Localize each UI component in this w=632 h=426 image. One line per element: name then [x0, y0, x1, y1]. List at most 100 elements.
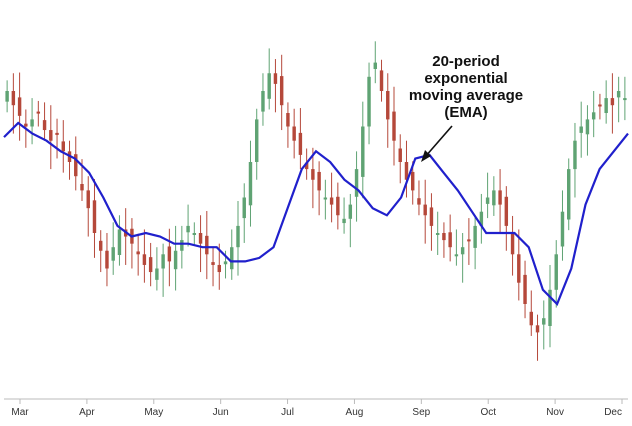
candle-body	[573, 140, 577, 170]
candle-body	[554, 254, 558, 290]
candle-body	[24, 123, 28, 127]
candle-body	[161, 254, 165, 269]
candle-body	[504, 196, 509, 226]
candle-body	[479, 211, 484, 226]
ema-annotation: 20-period exponential moving average (EM…	[409, 53, 523, 162]
annotation-line-2: exponential	[424, 70, 507, 87]
candle-body	[373, 62, 377, 69]
candle-body	[323, 197, 328, 200]
candle-body	[80, 184, 84, 191]
candle-body	[205, 235, 209, 255]
candle-body	[30, 119, 34, 127]
ema-line	[3, 121, 629, 306]
candle-body	[5, 91, 9, 102]
candle-body	[616, 91, 621, 98]
x-tick-label: Apr	[79, 407, 95, 418]
candle-body	[392, 111, 396, 141]
candle-body	[242, 197, 246, 219]
candle-body	[304, 162, 309, 170]
candle-body	[354, 169, 359, 197]
candle-body	[192, 233, 197, 235]
candle-body	[492, 190, 496, 206]
candle-body	[454, 254, 459, 257]
annotation-line-4: (EMA)	[444, 104, 487, 121]
candle-body	[423, 204, 427, 216]
candle-body	[261, 91, 265, 112]
candle-body	[186, 225, 190, 233]
candle-body	[523, 274, 527, 304]
annotation-line-1: 20-period	[432, 53, 500, 70]
candle-body	[510, 233, 515, 255]
candle-body	[579, 126, 583, 133]
candle-body	[42, 120, 47, 131]
candle-body	[329, 197, 334, 205]
candle-body	[535, 325, 540, 333]
x-axis-ticks: Mar Apr May Jun Jul Aug Sep Oct Nov Dec	[11, 399, 623, 418]
candle-body	[485, 197, 490, 204]
candle-body	[591, 112, 596, 120]
candle-body	[173, 250, 178, 270]
candle-body	[17, 97, 22, 116]
candle-body	[467, 239, 471, 242]
candle-body	[404, 162, 409, 180]
candle-body	[623, 98, 627, 101]
candle-body	[248, 162, 253, 206]
candle-body	[86, 190, 90, 209]
annotation-arrow-head	[421, 150, 431, 162]
candle-body	[217, 264, 221, 273]
candle-body	[585, 119, 590, 135]
candle-body	[435, 233, 440, 235]
x-tick-label: Dec	[604, 407, 622, 418]
x-tick-label: Oct	[480, 407, 496, 418]
candle-body	[279, 76, 284, 106]
candle-body	[548, 289, 552, 327]
candle-body	[111, 247, 115, 261]
x-tick-label: May	[144, 407, 163, 418]
candle-body	[136, 251, 140, 255]
candle-body	[361, 126, 365, 177]
candle-body	[223, 261, 228, 265]
candle-body	[74, 154, 78, 177]
candle-body	[386, 91, 390, 120]
candle-body	[236, 225, 240, 248]
candle-body	[442, 233, 446, 241]
candle-body	[11, 91, 16, 106]
candle-body	[55, 132, 59, 135]
candle-body	[267, 73, 271, 99]
x-tick-label: Aug	[346, 407, 364, 418]
candle-body	[542, 318, 546, 325]
candle-body	[529, 311, 533, 326]
candle-body	[155, 268, 159, 280]
candle-body	[230, 247, 234, 270]
candle-body	[286, 113, 290, 127]
candle-body	[567, 169, 571, 220]
candle-body	[560, 211, 565, 247]
candle-body	[255, 119, 259, 162]
candle-body	[142, 254, 147, 265]
candle-body	[448, 232, 452, 248]
x-tick-label: Sep	[412, 407, 430, 418]
candle-body	[49, 130, 53, 141]
annotation-arrow-shaft	[424, 125, 453, 158]
candle-body	[148, 257, 153, 273]
candle-body	[517, 254, 521, 283]
x-tick-label: Mar	[11, 407, 29, 418]
candle-body	[317, 171, 321, 191]
candle-body	[180, 240, 184, 251]
candle-body	[336, 196, 340, 216]
candle-body	[273, 73, 278, 84]
candle-body	[298, 132, 303, 155]
candle-body	[292, 126, 296, 141]
candle-body	[342, 218, 346, 224]
candle-body	[398, 148, 402, 162]
candle-body	[604, 98, 608, 114]
x-tick-label: Nov	[546, 407, 564, 418]
candle-body	[429, 207, 434, 226]
candle-body	[167, 246, 172, 262]
candle-body	[117, 229, 122, 256]
candle-body	[610, 98, 615, 106]
candle-body	[36, 111, 41, 114]
candle-body	[92, 200, 97, 233]
candle-body	[411, 171, 415, 191]
